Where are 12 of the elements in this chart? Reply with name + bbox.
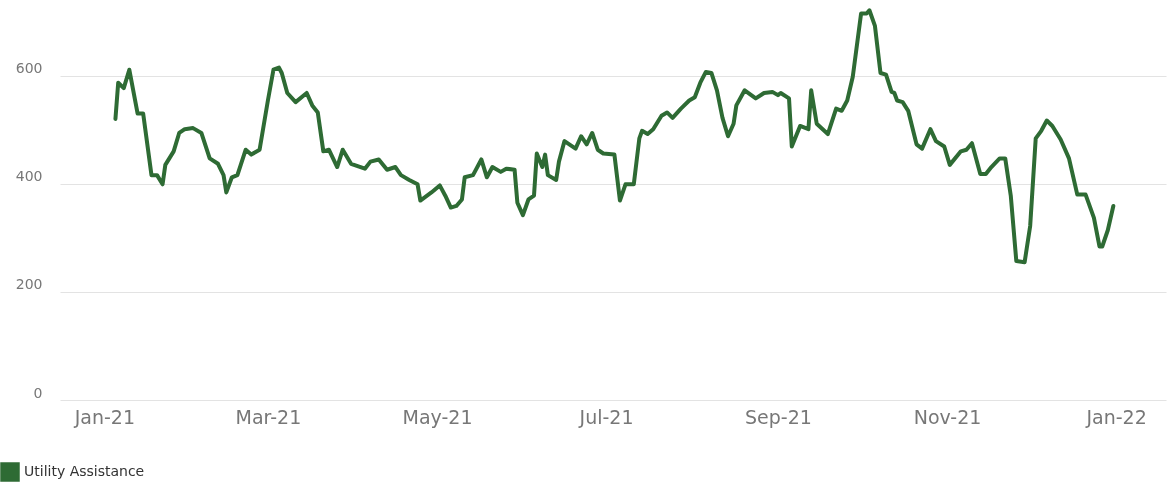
y-tick-label: 0 — [33, 384, 43, 401]
y-tick-label: 200 — [15, 276, 43, 293]
x-tick-label: Mar-21 — [235, 405, 302, 428]
x-tick-label: Jan-22 — [1085, 405, 1147, 428]
y-tick-label: 400 — [15, 168, 43, 185]
x-tick-label: Jan-21 — [73, 405, 136, 428]
x-tick-label: Nov-21 — [913, 405, 982, 428]
x-tick-label: Jul-21 — [578, 405, 634, 428]
y-tick-label: 600 — [15, 60, 43, 77]
x-tick-label: May-21 — [402, 405, 473, 428]
x-tick-label: Sep-21 — [745, 405, 812, 428]
legend-label: Utility Assistance — [24, 463, 145, 479]
